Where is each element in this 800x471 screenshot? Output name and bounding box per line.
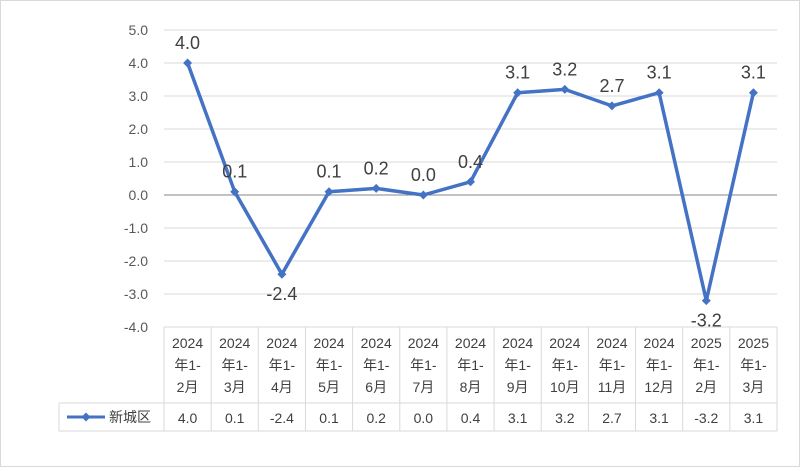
x-category-label: 2月 [177,379,199,395]
data-point-marker [701,296,711,306]
data-label: 2.7 [599,76,624,96]
x-category-label: 2025 [738,335,769,351]
table-value: 2.7 [602,410,622,426]
table-value: 0.1 [225,410,245,426]
x-category-label: 6月 [365,379,387,395]
x-category-label: 年1- [599,357,626,373]
data-point-marker [324,187,334,197]
data-label: 0.2 [364,158,389,178]
x-category-label: 2月 [695,379,717,395]
x-category-label: 11月 [598,379,627,395]
x-category-label: 年1- [410,357,437,373]
y-tick-label: -4.0 [124,319,148,335]
table-value: -2.4 [270,410,294,426]
data-point-marker [607,101,617,111]
data-point-marker [513,88,523,98]
x-category-label: 2024 [313,335,344,351]
data-label: 3.1 [505,63,530,83]
x-category-label: 2024 [219,335,250,351]
x-category-label: 3月 [224,379,246,395]
data-label: 0.1 [317,162,342,182]
table-value: 3.1 [508,410,528,426]
x-category-label: 12月 [644,379,674,395]
table-value: -3.2 [694,410,718,426]
x-category-label: 年1- [222,357,249,373]
table-value: 0.4 [461,410,481,426]
table-value: 3.1 [649,410,669,426]
x-category-label: 9月 [507,379,529,395]
data-point-marker [183,58,193,68]
table-value: 0.1 [319,410,339,426]
x-category-label: 年1- [552,357,579,373]
x-category-label: 5月 [318,379,340,395]
data-label: 3.1 [647,63,672,83]
x-category-label: 年1- [693,357,720,373]
y-tick-label: -1.0 [124,220,148,236]
data-label: -3.2 [691,311,722,331]
y-tick-label: 1.0 [129,154,149,170]
data-point-marker [230,187,240,197]
x-category-label: 2024 [644,335,675,351]
data-point-marker [748,88,758,98]
y-tick-label: 2.0 [129,121,149,137]
x-category-label: 2024 [172,335,203,351]
y-tick-label: 5.0 [129,22,149,38]
data-point-marker [654,88,664,98]
data-label: -2.4 [266,284,297,304]
x-category-label: 年1- [269,357,296,373]
y-tick-label: 4.0 [129,55,149,71]
table-value: 3.1 [744,410,764,426]
data-point-marker [418,190,428,200]
x-category-label: 年1- [457,357,484,373]
x-category-label: 2024 [455,335,486,351]
x-category-label: 8月 [460,379,482,395]
y-tick-label: 3.0 [129,88,149,104]
data-point-marker [277,269,287,279]
table-value: 0.0 [414,410,434,426]
y-tick-label: -3.0 [124,286,148,302]
x-category-label: 年1- [646,357,673,373]
data-label: 0.4 [458,152,483,172]
data-label: 4.0 [175,33,200,53]
data-label: 3.1 [741,63,766,83]
x-category-label: 2024 [408,335,439,351]
x-category-label: 年1- [363,357,390,373]
y-tick-label: -2.0 [124,253,148,269]
table-value: 3.2 [555,410,575,426]
legend-label: 新城区 [109,409,151,425]
data-label: 0.1 [222,162,247,182]
x-category-label: 年1- [174,357,201,373]
data-label: 0.0 [411,165,436,185]
x-category-label: 2024 [596,335,627,351]
data-point-marker [560,84,570,94]
legend-marker-icon [81,412,91,422]
data-point-marker [371,183,381,193]
x-category-label: 2024 [266,335,297,351]
data-point-marker [466,177,475,187]
x-category-label: 2024 [502,335,533,351]
x-category-label: 年1- [740,357,767,373]
x-category-label: 3月 [743,379,765,395]
x-category-label: 年1- [316,357,343,373]
y-tick-label: 0.0 [129,187,149,203]
x-category-label: 2024 [361,335,392,351]
x-category-label: 2025 [691,335,722,351]
table-value: 4.0 [178,410,198,426]
x-category-label: 2024 [549,335,580,351]
x-category-label: 7月 [412,379,434,395]
table-value: 0.2 [366,410,386,426]
x-category-label: 年1- [504,357,531,373]
data-label: 3.2 [552,59,577,79]
x-category-label: 10月 [550,379,580,395]
x-category-label: 4月 [271,379,293,395]
